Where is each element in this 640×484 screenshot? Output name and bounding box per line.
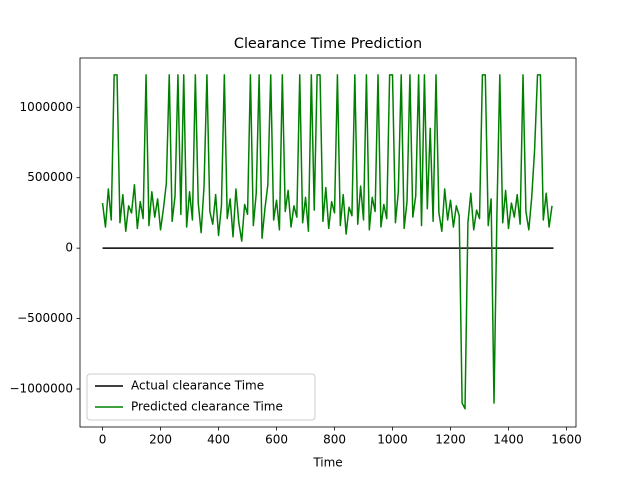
x-tick-label: 1200: [435, 433, 466, 447]
y-tick-label: 0: [65, 241, 73, 255]
legend-box: [86, 373, 316, 421]
y-tick-label: 1000000: [20, 100, 73, 114]
legend-label: Predicted clearance Time: [131, 400, 283, 414]
x-tick-label: 1400: [493, 433, 524, 447]
x-tick-label: 1600: [551, 433, 582, 447]
y-tick-label: 500000: [27, 170, 73, 184]
series-line: [101, 74, 553, 410]
y-tick-label: −500000: [17, 311, 73, 325]
x-tick-label: 800: [323, 433, 346, 447]
x-tick-label: 200: [149, 433, 172, 447]
x-tick-label: 400: [207, 433, 230, 447]
plot-frame: [79, 57, 577, 428]
chart-title: Clearance Time Prediction: [234, 36, 422, 52]
x-tick-label: 0: [99, 433, 107, 447]
legend-label: Actual clearance Time: [131, 379, 264, 393]
y-tick-label: −1000000: [10, 381, 74, 395]
x-tick-label: 1000: [377, 433, 408, 447]
x-tick-label: 600: [265, 433, 288, 447]
x-axis-label: Time: [312, 456, 342, 470]
